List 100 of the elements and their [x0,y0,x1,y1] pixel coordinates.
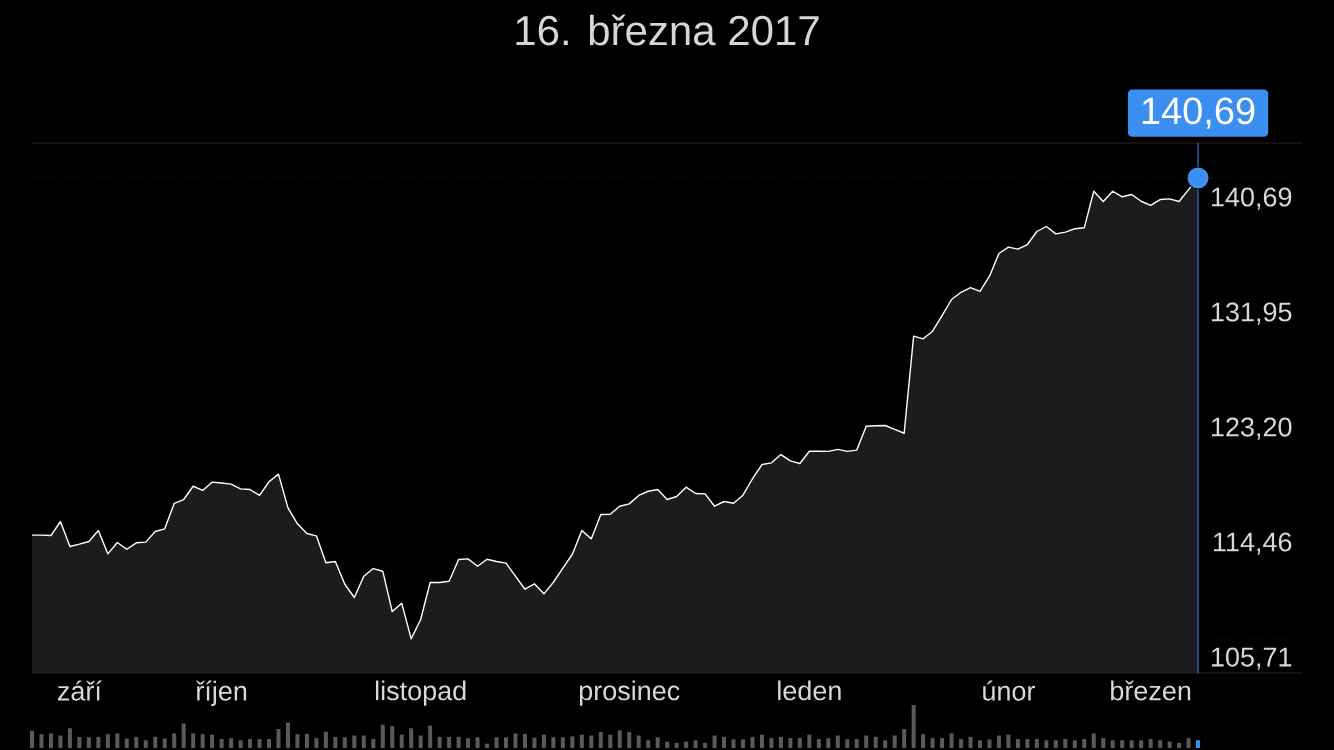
x-tick-label: prosinec [579,680,680,706]
bar [200,734,205,748]
bar [722,736,727,748]
bar [589,735,594,748]
bar [703,742,708,748]
bar [447,736,452,748]
bar [314,738,319,748]
bar [77,736,82,748]
bar [712,735,717,748]
bar [437,736,442,748]
bar [380,724,385,748]
bar [807,734,812,748]
bar [949,733,954,748]
bar [191,733,196,748]
bar [977,740,982,748]
bar [1082,738,1087,748]
bar [646,740,651,748]
bar [759,734,764,748]
bar [143,740,148,748]
bar [987,739,992,748]
y-tick-label: 131,95 [1211,302,1292,325]
bar [153,736,158,748]
bar [361,735,366,748]
bar [513,733,518,748]
bar [210,734,215,748]
bar [1110,740,1115,748]
bar [352,735,357,748]
bar [778,736,783,748]
bar [968,736,973,748]
bar [902,729,907,748]
bar [816,738,821,748]
bar [769,738,774,748]
bar [883,740,888,748]
bar [636,735,641,748]
bar [494,737,499,748]
bar [485,743,490,748]
bar [741,739,745,748]
bar [504,737,508,748]
y-tick-label: 123,20 [1211,417,1292,440]
bar [940,738,945,748]
bar [371,738,376,748]
bar [797,738,802,748]
bar [1091,733,1096,748]
bar [1025,738,1030,748]
x-tick-label: září [57,680,102,701]
bar [892,735,897,748]
bar [560,737,565,748]
bar [342,737,347,748]
bar [257,738,262,748]
bar [105,734,110,748]
bar [1167,741,1172,748]
bar [390,726,395,748]
x-tick-label: leden [778,680,841,701]
bar [541,734,546,748]
bar [67,728,72,748]
bar [532,737,537,748]
annotation: 140,69 [1142,97,1255,129]
bar [684,741,689,748]
bar [570,736,575,748]
bar [1177,742,1182,748]
bar [655,737,660,748]
bar [1034,738,1039,748]
bar [276,729,281,748]
bar [86,737,91,748]
bar [731,739,736,748]
bar [323,731,328,748]
bar [248,738,253,748]
bar [172,733,177,748]
bar [409,728,414,748]
bar [579,734,584,748]
bar [1120,740,1125,748]
bar [617,730,622,748]
bar [267,738,271,748]
bar [1186,738,1191,748]
bar [30,730,34,748]
bar [911,705,916,748]
bar [418,735,423,748]
bar [959,738,964,748]
bar [399,734,404,748]
bar [788,738,793,748]
bar [854,738,859,748]
bar [627,732,632,748]
bar [921,734,926,748]
chart-title: 16. března 2017 [516,14,819,46]
bar [304,733,309,748]
bar [665,741,670,748]
bar [522,733,527,748]
bar [96,736,101,748]
bar [181,723,186,748]
bar [835,735,840,748]
bar [930,738,935,748]
bar [674,742,679,748]
bar [873,736,878,748]
bar [1015,738,1020,748]
bar [428,725,433,748]
bar [1148,738,1153,748]
y-tick-label: 105,71 [1211,647,1292,670]
bar [845,739,850,748]
bar [333,736,338,748]
bar [295,734,300,748]
